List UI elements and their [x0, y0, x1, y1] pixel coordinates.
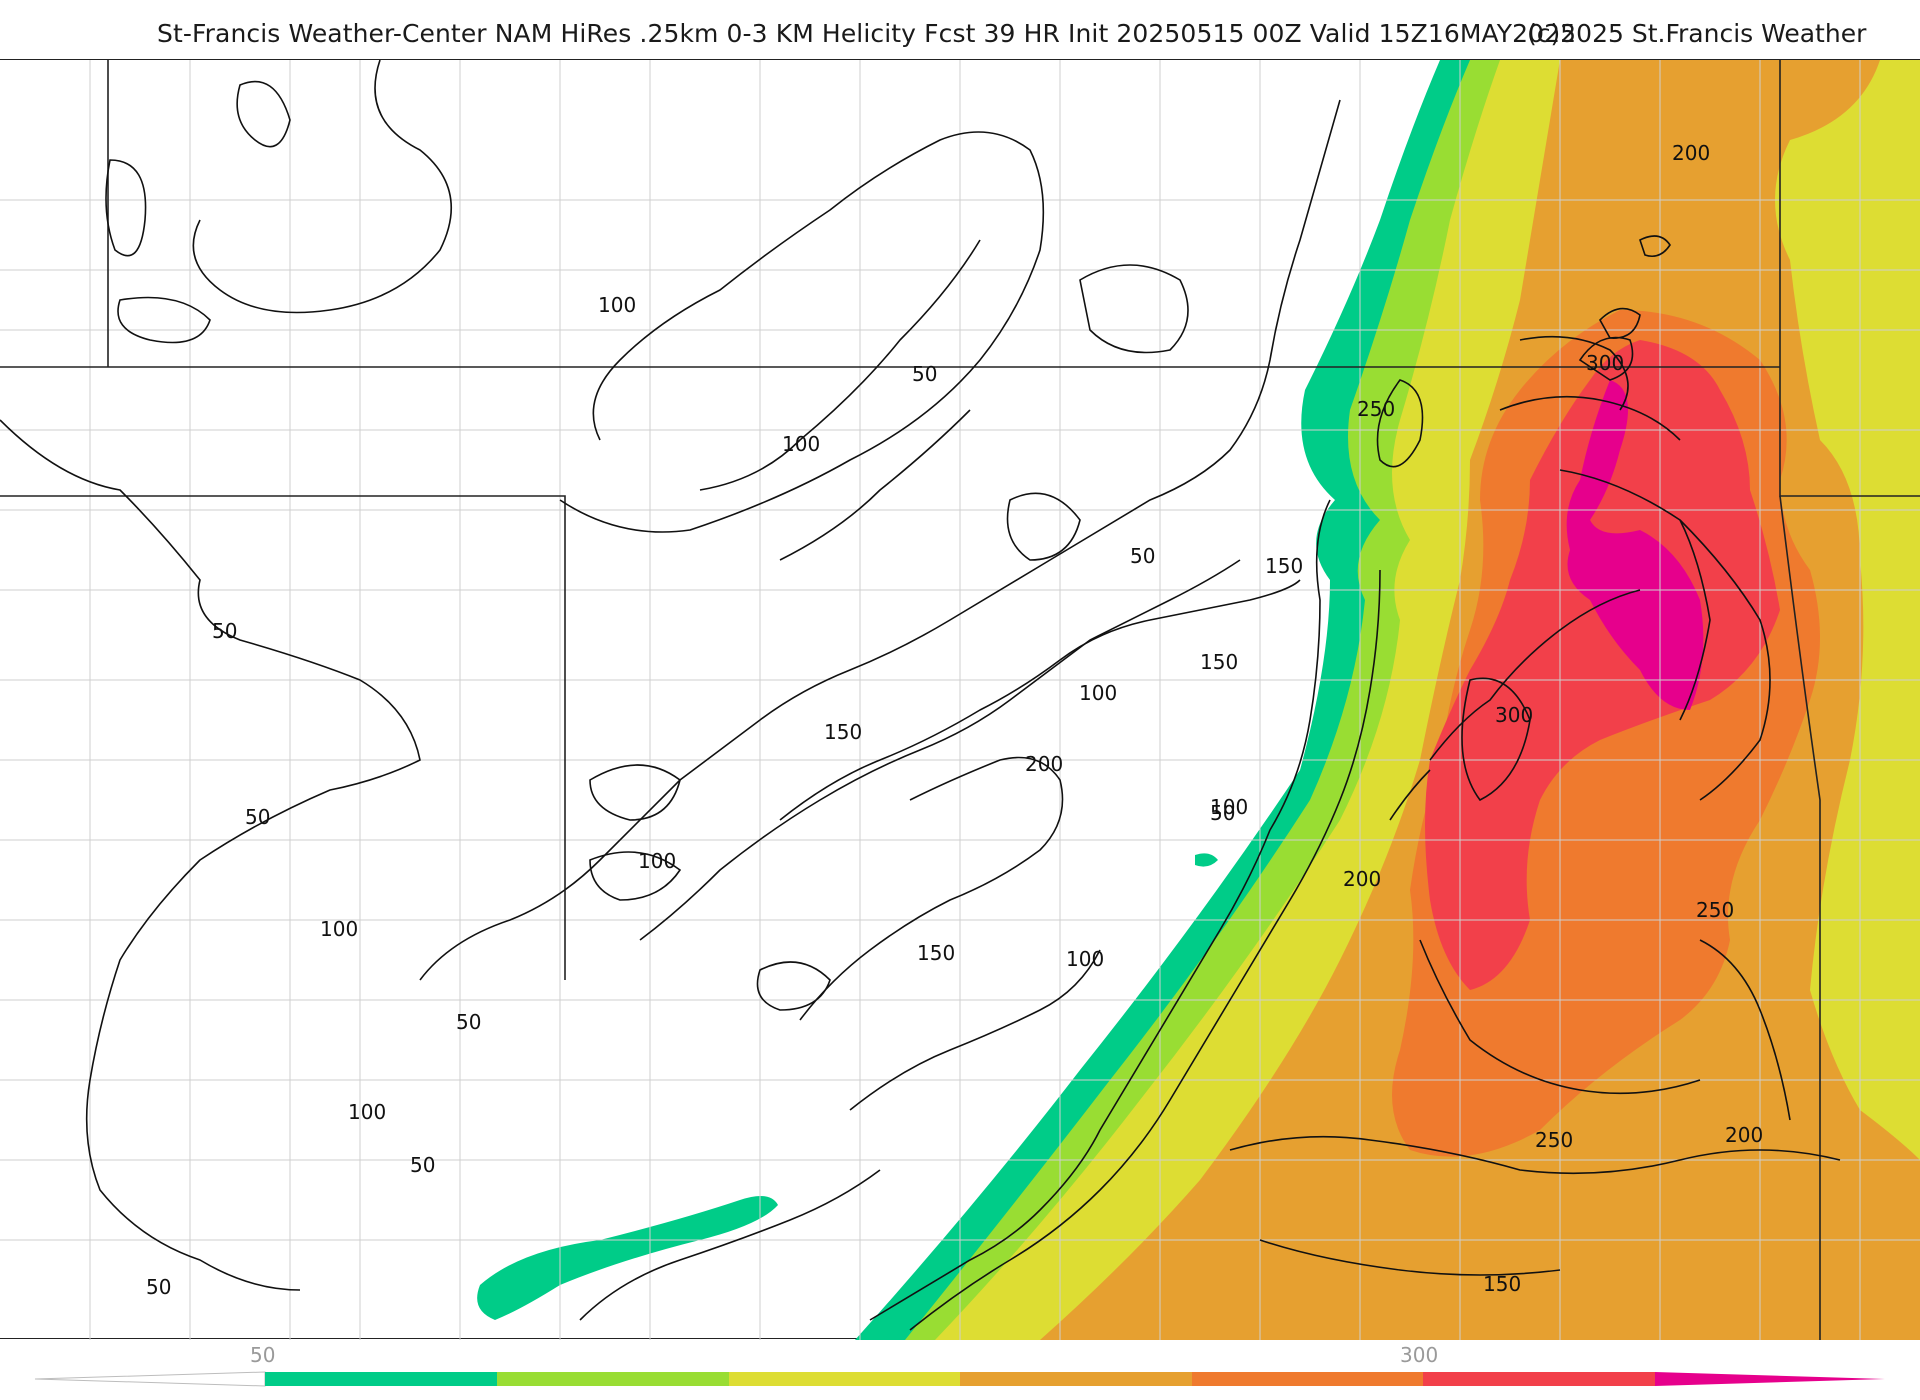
map-header: St-Francis Weather-Center NAM HiRes .25k…	[0, 14, 1920, 54]
contour-label: 100	[348, 1100, 386, 1124]
contour-label: 100	[320, 917, 358, 941]
legend-swatch	[265, 1372, 497, 1386]
helicity-map: 100 50 100 50 50 150 150 100 150 200 50 …	[0, 59, 1920, 1340]
legend-swatch	[729, 1372, 960, 1386]
contour-label: 100	[638, 849, 676, 873]
legend-colorbar	[34, 1371, 1885, 1387]
contour-label-layer: 100 50 100 50 50 150 150 100 150 200 50 …	[146, 141, 1763, 1299]
map-canvas: 100 50 100 50 50 150 150 100 150 200 50 …	[0, 60, 1920, 1340]
contour-label: 100	[782, 432, 820, 456]
contour-label: 50	[456, 1010, 481, 1034]
contour-label: 100	[1079, 681, 1117, 705]
contour-label: 200	[1025, 752, 1063, 776]
contour-label: 150	[824, 720, 862, 744]
contour-label: 250	[1696, 898, 1734, 922]
contour-label: 50	[410, 1153, 435, 1177]
copyright-notice: (c)2025 St.Francis Weather	[1527, 19, 1867, 48]
map-title: St-Francis Weather-Center NAM HiRes .25k…	[157, 19, 1577, 48]
contour-label: 50	[245, 805, 270, 829]
state-boundaries	[0, 60, 1920, 1340]
contour-label: 200	[1343, 867, 1381, 891]
contour-label: 300	[1495, 703, 1533, 727]
contour-label: 150	[1265, 554, 1303, 578]
contour-label: 250	[1357, 397, 1395, 421]
contour-label: 250	[1535, 1128, 1573, 1152]
contour-label: 150	[1483, 1272, 1521, 1296]
contour-label: 50	[912, 362, 937, 386]
contour-label: 50	[1130, 544, 1155, 568]
contour-label: 150	[1200, 650, 1238, 674]
contour-label: 200	[1725, 1123, 1763, 1147]
legend-low-arrow	[34, 1371, 266, 1387]
contour-label: 200	[1672, 141, 1710, 165]
legend-tick-50: 50	[250, 1343, 276, 1367]
contour-label: 50	[146, 1275, 171, 1299]
color-legend: 50 300	[0, 1339, 1920, 1400]
legend-swatch	[1192, 1372, 1423, 1386]
legend-swatch	[960, 1372, 1192, 1386]
legend-high-arrow	[1655, 1372, 1885, 1386]
contour-label: 100	[1066, 947, 1104, 971]
contour-label: 50	[1210, 801, 1235, 825]
legend-tick-300: 300	[1400, 1343, 1439, 1367]
helicity-fill	[477, 60, 1920, 1340]
contour-label: 100	[1210, 795, 1248, 819]
contour-label: 300	[1586, 351, 1624, 375]
helicity-contours	[0, 60, 1841, 1331]
contour-label: 50	[212, 619, 237, 643]
legend-swatch	[497, 1372, 729, 1386]
legend-swatch	[1423, 1372, 1655, 1386]
contour-label: 150	[917, 941, 955, 965]
county-lines	[0, 60, 1920, 1340]
contour-label: 100	[598, 293, 636, 317]
